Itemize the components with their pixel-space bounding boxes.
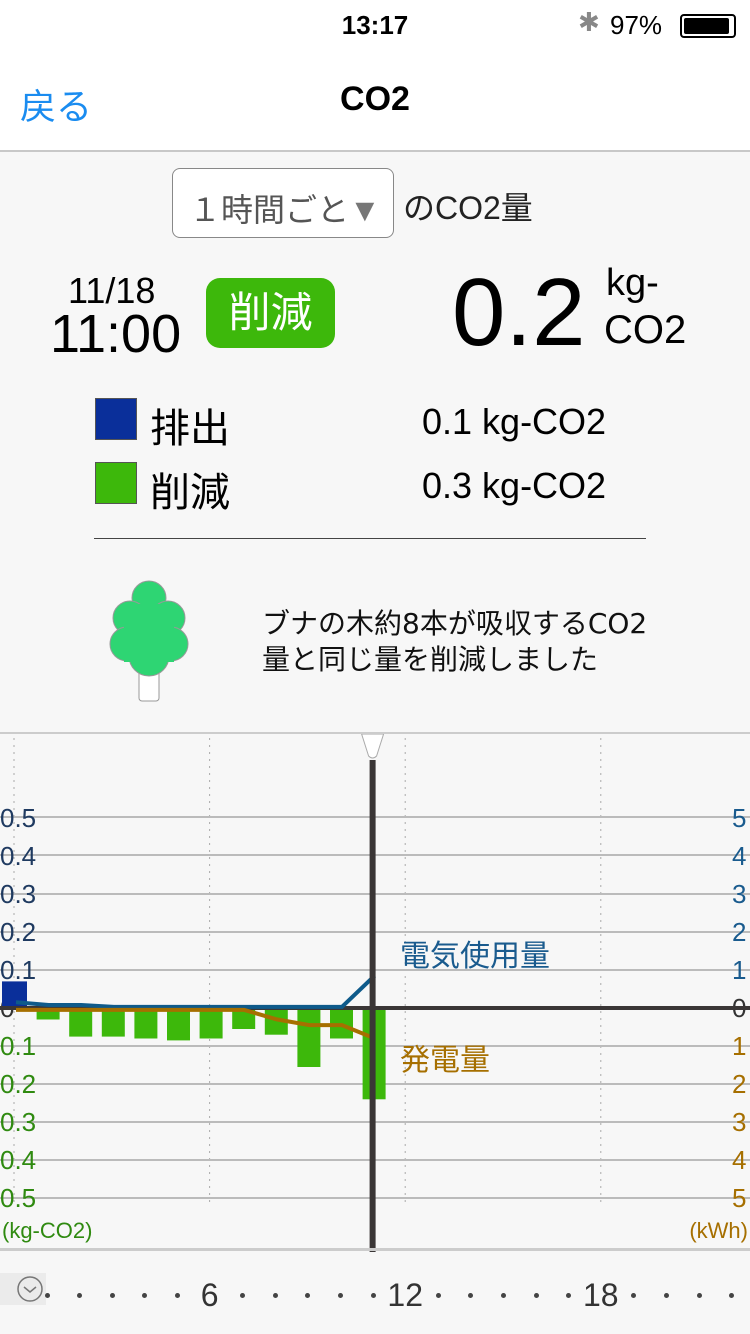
generation-line [16, 1007, 376, 1041]
legend-value-reduction: 0.3 kg-CO2 [422, 465, 607, 506]
right-tick-label: 1 [732, 1031, 746, 1061]
reduction-bar [134, 1010, 158, 1039]
page-title: CO2 [340, 80, 410, 118]
summary-value: 0.2 [452, 259, 586, 366]
x-tick-dot [664, 1293, 669, 1298]
x-tick-dot [272, 1293, 278, 1298]
x-tick-dot [44, 1293, 50, 1298]
left-tick-label: 0.5 [0, 1183, 36, 1213]
period-suffix: のCO2量 [403, 190, 533, 226]
reduction-bar [101, 1010, 125, 1037]
co2-message-line1: ブナの木約8本が吸収するCO2 [262, 607, 648, 640]
x-tick-dot [631, 1293, 637, 1298]
legend-value-emission: 0.1 kg-CO2 [422, 401, 607, 442]
left-tick-label: 0.3 [0, 879, 36, 909]
left-axis-label: (kg-CO2) [2, 1218, 92, 1243]
left-tick-label: 0.1 [0, 1031, 36, 1061]
left-tick-label: 0.4 [0, 1145, 36, 1175]
back-button[interactable]: 戻る [20, 86, 93, 127]
right-tick-label: 2 [732, 1069, 746, 1099]
summary-unit-line1: kg- [606, 262, 659, 304]
co2-message-line2: 量と同じ量を削減しました [262, 643, 599, 676]
series-label-usage: 電気使用量 [400, 940, 550, 973]
x-tick-dot [533, 1293, 539, 1298]
x-tick-label: 18 [583, 1277, 619, 1313]
left-tick-label: 0.3 [0, 1107, 36, 1137]
right-tick-label: 4 [732, 1145, 746, 1175]
right-tick-label: 2 [732, 917, 746, 947]
legend-swatch-reduction [95, 462, 137, 504]
right-tick-label: 5 [732, 1183, 746, 1213]
series-label-generation: 発電量 [400, 1044, 490, 1077]
reduction-bar [69, 1010, 93, 1037]
reduction-bar [167, 1010, 190, 1041]
divider [94, 538, 646, 539]
x-tick-label: 6 [200, 1277, 219, 1313]
x-tick-dot [435, 1293, 441, 1298]
legend-swatch-emission [95, 398, 137, 440]
left-tick-label: 0.1 [0, 955, 36, 985]
summary-date: 11/18 [68, 270, 156, 311]
left-tick-label: 0.2 [0, 917, 36, 947]
x-tick-dot [305, 1293, 311, 1298]
status-time: 13:17 [341, 10, 409, 40]
x-tick-dot [566, 1293, 572, 1298]
x-tick-dot [142, 1293, 148, 1298]
reduction-bar [232, 1010, 256, 1029]
left-tick-label: 0.5 [0, 803, 36, 833]
right-tick-label: 3 [732, 879, 746, 909]
right-tick-label: 5 [732, 803, 746, 833]
tree-icon [109, 580, 189, 702]
legend-label-emission: 排出 [150, 406, 230, 452]
x-tick-dot [77, 1293, 83, 1298]
time-axis[interactable]: 6 12 18 [0, 1248, 750, 1334]
reduction-bar [36, 1010, 60, 1020]
x-tick-dot [696, 1293, 702, 1298]
reduction-bar [199, 1010, 223, 1039]
x-tick-dot [370, 1293, 376, 1298]
left-tick-label: 0.2 [0, 1069, 36, 1099]
clock-icon [0, 1273, 46, 1305]
summary-unit-line2: CO2 [604, 308, 687, 352]
electricity-usage-line [15, 974, 376, 1009]
x-tick-dot [175, 1293, 180, 1298]
right-tick-label: 4 [732, 841, 746, 871]
x-tick-dot [501, 1293, 506, 1298]
battery-icon [680, 14, 736, 38]
right-tick-label: 1 [732, 955, 746, 985]
x-tick-dot [338, 1293, 343, 1298]
right-axis-label: (kWh) [689, 1218, 748, 1243]
battery-percent: 97% [610, 10, 663, 40]
period-select[interactable]: １時間ごと▼ [172, 168, 394, 238]
status-badge: 削減 [206, 278, 335, 348]
right-tick-label: 3 [732, 1107, 746, 1137]
dropdown-arrow-icon: ▼ [349, 192, 381, 228]
bluetooth-icon: ✱ [578, 8, 600, 38]
x-tick-dot [240, 1293, 246, 1298]
legend-label-reduction: 削減 [150, 470, 230, 516]
x-tick-label: 12 [387, 1277, 423, 1313]
status-bar: 13:17 ✱ 97% [0, 0, 750, 50]
x-tick-dot [729, 1293, 735, 1298]
summary-time: 11:00 [50, 304, 182, 364]
left-tick-label: 0.4 [0, 841, 36, 871]
x-tick-dot [109, 1293, 115, 1298]
cursor-handle [361, 734, 385, 759]
period-selected: １時間ごと [189, 192, 350, 228]
reduction-bar [297, 1010, 321, 1067]
co2-chart[interactable]: 0.50.40.30.20.100.10.20.30.40.5(kg-CO2)5… [0, 732, 750, 1252]
nav-bar [0, 50, 750, 152]
co2-message: ブナの木約8本が吸収するCO2 量と同じ量を削減しました [262, 606, 647, 678]
x-tick-dot [468, 1293, 474, 1298]
